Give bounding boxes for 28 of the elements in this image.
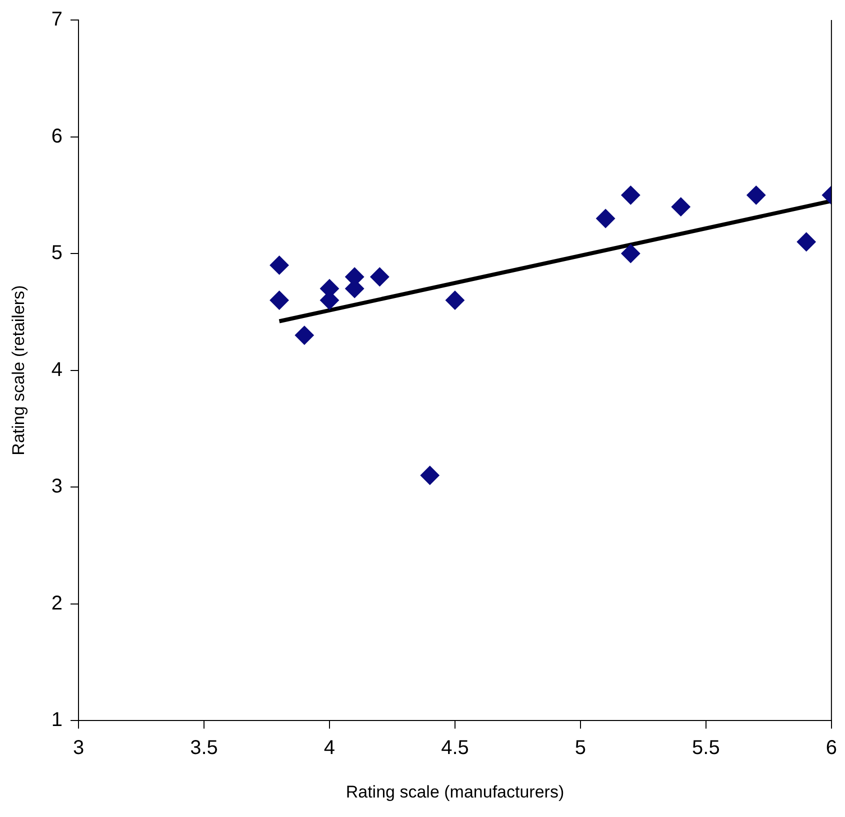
point xyxy=(621,244,640,264)
y-tick-label: 1 xyxy=(51,709,63,732)
point xyxy=(270,290,289,310)
y-tick-label: 7 xyxy=(51,8,63,31)
x-tick-label: 3 xyxy=(72,737,84,760)
point xyxy=(294,326,314,345)
x-tick-label: 5 xyxy=(574,737,586,760)
point xyxy=(420,466,440,485)
y-tick-label: 5 xyxy=(51,242,63,264)
y-tick-label: 6 xyxy=(51,125,63,148)
x-axis-title: Rating scale (manufacturers) xyxy=(346,782,564,802)
y-axis-title: Rating scale (retailers) xyxy=(8,285,28,456)
point xyxy=(746,186,766,205)
point xyxy=(370,267,390,286)
point xyxy=(671,197,690,216)
x-tick-label: 6 xyxy=(826,737,837,760)
x-tick-label: 5.5 xyxy=(692,737,720,760)
point xyxy=(596,209,616,228)
y-tick-label: 3 xyxy=(51,476,63,498)
x-tick-label: 4.5 xyxy=(441,737,469,760)
point xyxy=(270,256,289,275)
x-tick-label: 3.5 xyxy=(190,737,218,760)
point xyxy=(621,186,640,205)
y-tick-label: 4 xyxy=(51,358,63,381)
y-tick-label: 2 xyxy=(51,592,63,614)
point xyxy=(445,290,464,310)
x-tick-label: 4 xyxy=(324,737,336,760)
point xyxy=(796,232,816,252)
